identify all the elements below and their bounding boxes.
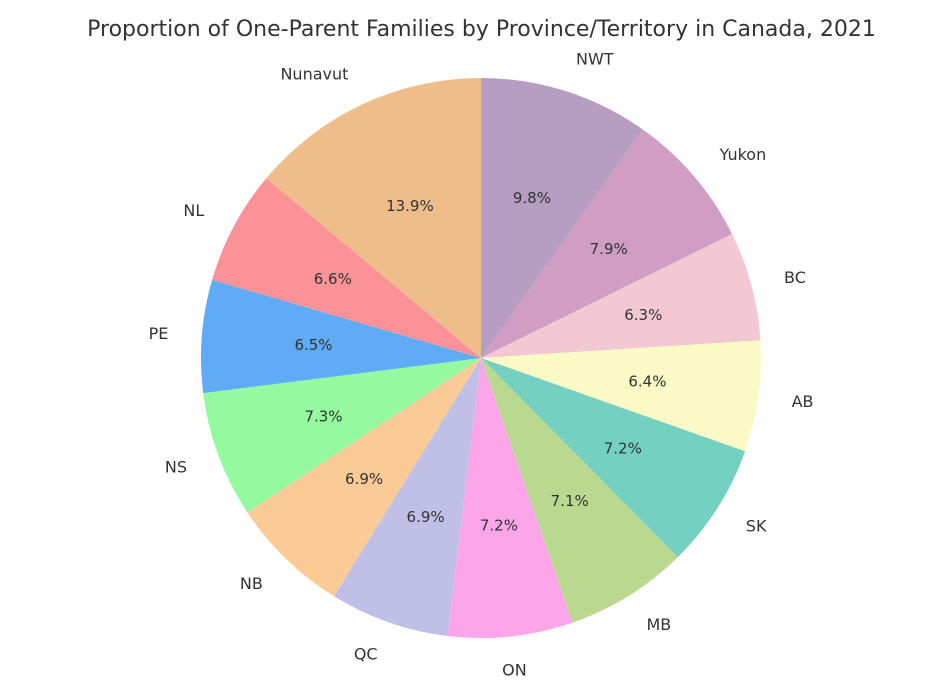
pie-slice-sk	[481, 358, 746, 558]
pct-label-yukon: 7.9%	[590, 240, 628, 258]
category-label-pe: PE	[149, 324, 169, 343]
pie-slice-nwt	[481, 78, 643, 358]
pct-label-sk: 7.2%	[604, 439, 642, 457]
category-label-mb: MB	[647, 615, 672, 634]
pie-slice-nunavut	[266, 77, 481, 358]
pie-slice-nb	[247, 358, 481, 597]
pie-slice-on	[447, 358, 573, 639]
category-label-yukon: Yukon	[719, 145, 767, 164]
category-label-nunavut: Nunavut	[280, 64, 348, 83]
pie-slice-mb	[481, 358, 678, 623]
pct-label-ab: 6.4%	[628, 372, 666, 390]
pct-label-nb: 6.9%	[345, 470, 383, 488]
pie-slice-nl	[212, 178, 481, 358]
category-label-ab: AB	[792, 392, 814, 411]
category-label-nb: NB	[240, 574, 263, 593]
pie-slice-ns	[203, 358, 481, 513]
pct-label-bc: 6.3%	[624, 306, 662, 324]
chart-title: Proportion of One-Parent Families by Pro…	[87, 17, 876, 42]
category-label-ns: NS	[165, 458, 187, 477]
pct-label-nunavut: 13.9%	[386, 197, 434, 215]
category-label-nwt: NWT	[576, 50, 614, 69]
pie-slice-bc	[481, 234, 761, 358]
pie-slice-qc	[333, 358, 481, 637]
category-label-qc: QC	[354, 645, 378, 664]
pie-slice-pe	[201, 279, 482, 394]
category-label-sk: SK	[746, 517, 767, 536]
category-label-on: ON	[502, 660, 527, 679]
pct-label-ns: 7.3%	[304, 408, 342, 426]
category-label-bc: BC	[784, 268, 806, 287]
pie-slice-yukon	[481, 129, 733, 358]
category-label-nl: NL	[183, 201, 204, 220]
pct-label-nl: 6.6%	[314, 270, 352, 288]
pct-label-on: 7.2%	[480, 516, 518, 534]
pct-label-qc: 6.9%	[407, 508, 445, 526]
pct-label-nwt: 9.8%	[513, 189, 551, 207]
pct-label-pe: 6.5%	[294, 336, 332, 354]
pct-label-mb: 7.1%	[551, 492, 589, 510]
pie-slice-ab	[481, 340, 762, 452]
